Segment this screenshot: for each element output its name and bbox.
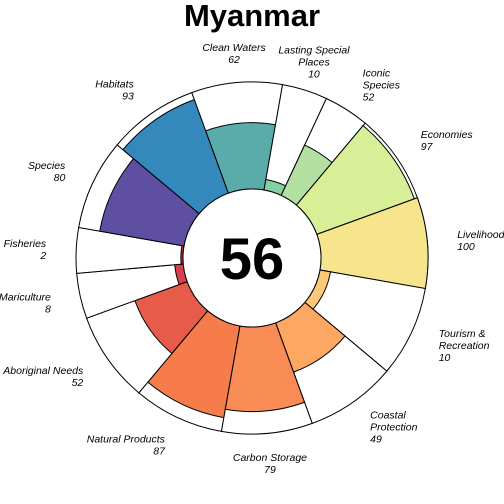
label-clean-waters: Clean Waters 62: [202, 42, 266, 66]
label-text: Fisheries: [4, 238, 47, 250]
label-text: Aboriginal Needs: [2, 365, 84, 377]
label-value: 97: [421, 141, 434, 153]
overall-score: 56: [220, 227, 285, 292]
label-natural-products: Natural Products 87: [87, 434, 166, 458]
label-value: 52: [363, 91, 375, 103]
label-mariculture: Mariculture 8: [0, 292, 51, 316]
center-hole: [182, 188, 322, 328]
label-value: 62: [228, 54, 240, 66]
label-livelihoods: Livelihoods100: [457, 229, 504, 253]
label-text: Species: [28, 160, 66, 172]
label-value: 52: [72, 377, 84, 389]
label-lasting-special-places: Lasting Special Places 10: [278, 45, 350, 81]
label-text: Economies: [421, 129, 474, 141]
label-text: Clean Waters: [202, 42, 266, 54]
label-text: Livelihoods: [457, 229, 504, 241]
label-fisheries: Fisheries 2: [4, 238, 47, 262]
chart-title: Myanmar: [184, 0, 320, 33]
label-text: Iconic: [363, 67, 391, 79]
label-habitats: Habitats 93: [95, 78, 134, 102]
label-iconic-species: Iconic Species 52: [363, 67, 401, 103]
label-text: Habitats: [95, 78, 134, 90]
label-text: Tourism &: [439, 328, 486, 340]
label-value: 2: [39, 250, 46, 262]
label-value: 93: [122, 90, 134, 102]
label-value: 49: [370, 434, 382, 446]
label-tourism-recreation: Tourism & Recreation 10: [439, 328, 490, 364]
label-economies: Economies 97: [421, 129, 474, 153]
label-text: Protection: [370, 422, 417, 434]
label-value: 87: [153, 446, 166, 458]
label-text: Species: [363, 79, 401, 91]
label-value: 80: [54, 172, 66, 184]
label-text: Natural Products: [87, 434, 166, 446]
label-text: Mariculture: [0, 292, 51, 304]
label-text: Carbon Storage: [233, 452, 307, 464]
label-text: Recreation: [439, 340, 490, 352]
label-text: Lasting Special: [278, 45, 350, 57]
label-text: Places: [298, 57, 330, 69]
label-value: 10: [308, 69, 320, 81]
label-coastal-protection: Coastal Protection 49: [370, 410, 417, 446]
label-value: 79: [264, 464, 276, 476]
label-value: 100: [457, 241, 475, 253]
label-value: 10: [439, 352, 451, 364]
label-species: Species 80: [28, 160, 66, 184]
label-text: Coastal: [370, 410, 406, 422]
label-value: 8: [45, 304, 51, 316]
label-aboriginal-needs: Aboriginal Needs 52: [2, 365, 84, 389]
label-carbon-storage: Carbon Storage 79: [233, 452, 307, 476]
